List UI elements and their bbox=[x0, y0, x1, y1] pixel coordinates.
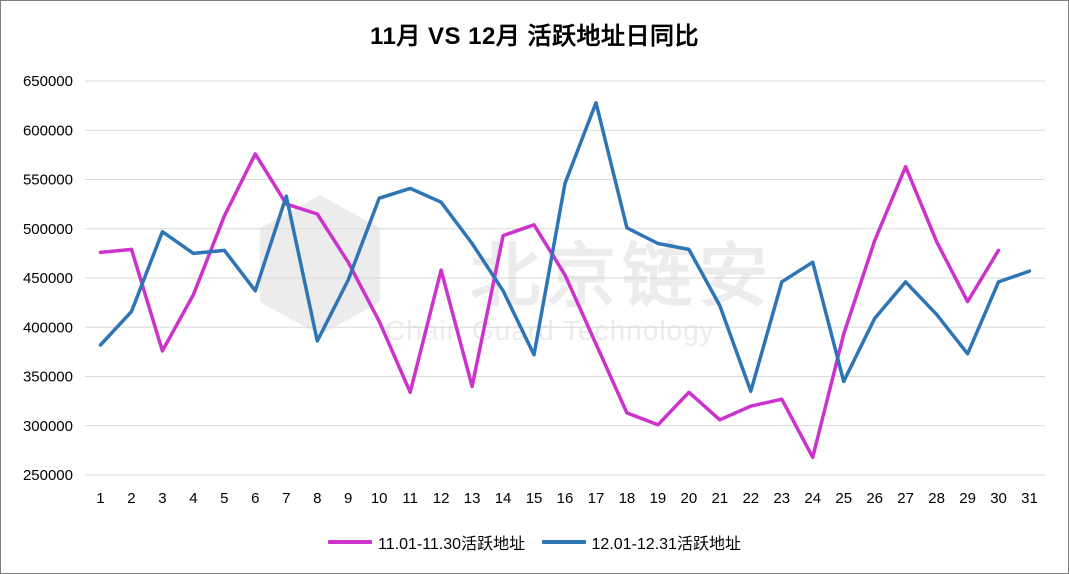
x-tick-label: 18 bbox=[619, 490, 636, 507]
x-tick-label: 4 bbox=[189, 490, 197, 507]
x-tick-label: 24 bbox=[804, 490, 821, 507]
x-tick-label: 19 bbox=[650, 490, 667, 507]
y-tick-label: 600000 bbox=[23, 122, 73, 139]
x-tick-label: 16 bbox=[557, 490, 574, 507]
x-tick-label: 12 bbox=[433, 490, 450, 507]
legend-swatch-december bbox=[541, 540, 586, 544]
x-tick-label: 21 bbox=[711, 490, 728, 507]
y-tick-label: 450000 bbox=[23, 270, 73, 287]
x-tick-label: 29 bbox=[959, 490, 976, 507]
x-tick-label: 7 bbox=[282, 490, 290, 507]
y-axis-ticks: 250000 300000 350000 400000 450000 500000 5500… bbox=[23, 73, 73, 484]
x-tick-label: 23 bbox=[773, 490, 790, 507]
y-tick-label: 300000 bbox=[23, 418, 73, 435]
x-tick-label: 9 bbox=[344, 490, 352, 507]
x-tick-label: 30 bbox=[990, 490, 1007, 507]
y-tick-label: 400000 bbox=[23, 319, 73, 336]
legend-swatch-november bbox=[328, 540, 373, 544]
x-tick-label: 26 bbox=[866, 490, 883, 507]
x-tick-label: 22 bbox=[742, 490, 759, 507]
series-line-november bbox=[98, 152, 1001, 460]
x-tick-label: 11 bbox=[402, 490, 418, 507]
series-lines bbox=[98, 100, 1032, 460]
x-tick-label: 25 bbox=[835, 490, 852, 507]
x-tick-label: 8 bbox=[313, 490, 321, 507]
x-tick-label: 10 bbox=[371, 490, 388, 507]
x-tick-label: 27 bbox=[897, 490, 914, 507]
x-tick-label: 1 bbox=[96, 490, 104, 507]
legend-item-november: 11.01-11.30活跃地址 bbox=[328, 530, 525, 554]
y-tick-label: 500000 bbox=[23, 221, 73, 238]
legend-label-november: 11.01-11.30活跃地址 bbox=[378, 536, 526, 553]
x-tick-label: 20 bbox=[681, 490, 698, 507]
x-tick-label: 6 bbox=[251, 490, 259, 507]
chart-title: 11月 VS 12月 活跃地址日同比 bbox=[369, 23, 700, 50]
x-axis-ticks: 1 2 3 4 5 6 7 8 9 10 11 12 13 14 15 16 17 18 19 20 21 22 23 24 2… bbox=[96, 490, 1038, 507]
x-tick-label: 31 bbox=[1021, 490, 1038, 507]
y-tick-label: 250000 bbox=[23, 467, 73, 484]
y-tick-label: 550000 bbox=[23, 172, 73, 189]
series-line-december bbox=[98, 100, 1032, 394]
x-tick-label: 15 bbox=[526, 490, 543, 507]
legend: 11.01-11.30活跃地址 12.01-12.31活跃地址 bbox=[0, 530, 1069, 554]
x-tick-label: 2 bbox=[127, 490, 135, 507]
x-tick-label: 28 bbox=[928, 490, 945, 507]
y-tick-label: 350000 bbox=[23, 369, 73, 386]
y-tick-label: 650000 bbox=[23, 73, 73, 90]
legend-item-december: 12.01-12.31活跃地址 bbox=[541, 530, 741, 554]
x-tick-label: 13 bbox=[464, 490, 481, 507]
x-tick-label: 3 bbox=[158, 490, 166, 507]
x-tick-label: 14 bbox=[495, 490, 512, 507]
legend-label-december: 12.01-12.31活跃地址 bbox=[591, 536, 741, 553]
x-tick-label: 5 bbox=[220, 490, 228, 507]
x-tick-label: 17 bbox=[588, 490, 605, 507]
